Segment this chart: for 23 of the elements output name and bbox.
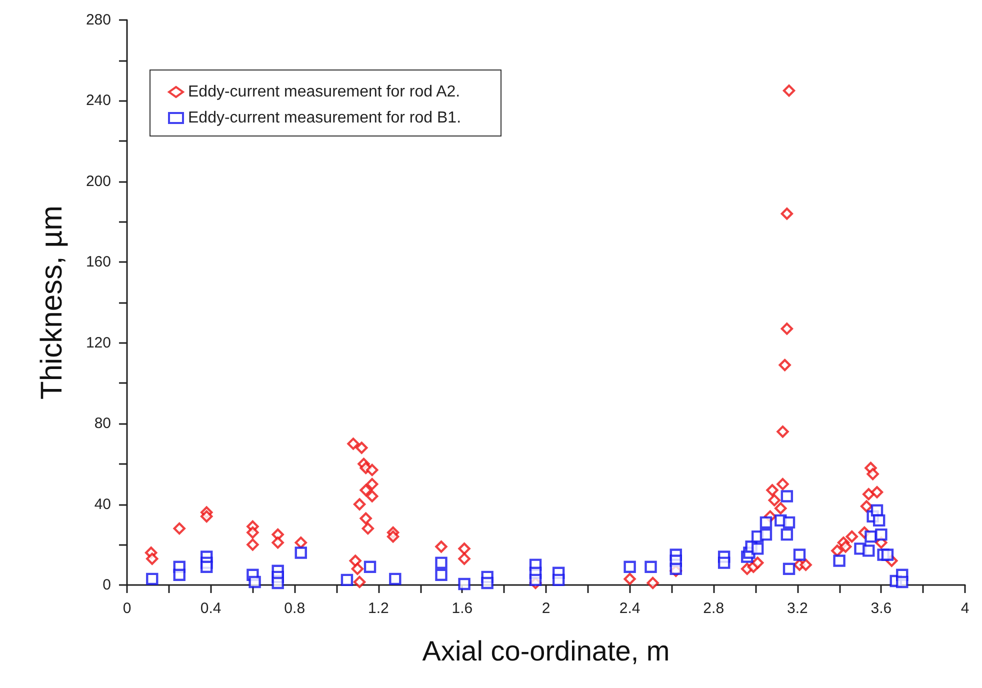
x-tick-label: 3.2 <box>786 600 808 617</box>
x-tick-label: 4 <box>960 600 970 617</box>
x-tick-label: 3.6 <box>870 600 892 617</box>
x-tick-label: 0.4 <box>200 600 222 617</box>
y-tick-label: 280 <box>86 12 111 28</box>
legend-label: Eddy-current measurement for rod A2. <box>188 84 460 100</box>
y-tick-label: 240 <box>86 92 111 110</box>
x-tick-label: 2.4 <box>619 600 640 617</box>
x-tick-label: 2.8 <box>703 600 724 617</box>
x-tick-label: 1.2 <box>368 600 389 617</box>
x-tick-label: 1.6 <box>452 600 473 617</box>
y-tick-label: 120 <box>86 334 111 352</box>
y-tick-label: 80 <box>94 415 111 432</box>
legend-label: Eddy-current measurement for rod B1. <box>188 110 462 126</box>
y-axis-title: Thickness, µm <box>36 206 68 400</box>
y-tick-label: 160 <box>86 254 111 271</box>
x-tick-label: 0 <box>122 600 132 617</box>
y-tick-label: 0 <box>102 576 111 594</box>
y-tick-label: 40 <box>94 496 111 513</box>
y-tick-label: 200 <box>86 172 111 190</box>
x-tick-label: 2 <box>542 600 550 617</box>
x-axis-title: Axial co-ordinate, m <box>422 636 670 666</box>
x-tick-label: 0.8 <box>284 600 306 617</box>
